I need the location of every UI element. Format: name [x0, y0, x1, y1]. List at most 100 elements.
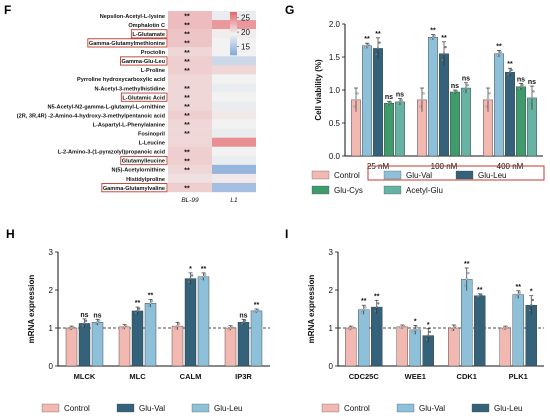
sample-point [177, 322, 181, 326]
highlight-box [120, 92, 168, 102]
sample-point [467, 271, 470, 275]
bar [384, 102, 394, 157]
colorbar-segment [230, 44, 237, 47]
sample-point [124, 324, 128, 327]
sample-point [415, 326, 419, 329]
heatmap-cell [212, 164, 256, 175]
sample-point [256, 308, 260, 312]
heatmap-cell [168, 65, 212, 75]
sample-point [465, 278, 468, 281]
bar [197, 276, 210, 367]
sample-point [519, 85, 523, 88]
bar [448, 327, 460, 367]
sample-point [480, 293, 483, 296]
panel-letter-f: F [4, 3, 11, 17]
sample-point [364, 46, 367, 49]
colorbar-segment [230, 29, 237, 31]
sample-point [419, 105, 422, 108]
significance-label: * [530, 289, 533, 296]
heatmap-cell [168, 20, 212, 30]
significance-label: ns [517, 76, 525, 83]
y-axis-title: mRNA expression [27, 275, 36, 344]
bar [358, 309, 370, 367]
heatmap-cell [212, 92, 256, 102]
sample-point [441, 59, 444, 62]
heatmap-significance: ** [184, 68, 190, 75]
heatmap-row-label: L-Aspartyl-L-Phenylalanine [93, 122, 165, 128]
y-tick-label: 1.0 [329, 86, 341, 95]
sample-point [230, 325, 234, 328]
heatmap-cell [168, 29, 212, 39]
colorbar-segment [230, 14, 237, 17]
heatmap-cell [168, 173, 212, 184]
heatmap-row-label: N-Acetyl-3-methylhistidine [94, 86, 165, 92]
legend-swatch [455, 170, 474, 180]
heatmap-row-label: L-2-Amino-3-(1-pyrazolyl)propanoic acid [58, 150, 166, 156]
colorbar-segment [230, 16, 237, 19]
heatmap-cell [168, 110, 212, 120]
sample-point [81, 324, 85, 328]
sample-point [401, 325, 404, 329]
bar [461, 87, 471, 157]
colorbar-segment [230, 46, 237, 49]
significance-label: ** [441, 35, 447, 42]
sample-point [463, 89, 466, 93]
x-tick-label: CALM [180, 372, 202, 381]
heatmap-cell [168, 137, 212, 147]
heatmap-cell [212, 56, 256, 66]
sample-point [464, 86, 468, 90]
colorbar-tick-label: 15 [241, 42, 250, 51]
heatmap-significance: ** [184, 32, 190, 39]
heatmap-cell [168, 92, 212, 102]
bar [428, 37, 438, 157]
sample-point [83, 322, 86, 325]
sample-point [149, 302, 152, 305]
sample-point [354, 98, 358, 102]
legend-swatch [383, 185, 402, 195]
heatmap-cell [212, 182, 256, 193]
heatmap-row-label: L-Leucine [139, 141, 165, 147]
sample-point [386, 103, 389, 106]
heatmap-cell [212, 146, 256, 156]
significance-label: ns [451, 83, 459, 90]
significance-label: ** [148, 293, 154, 300]
legend-label: Glu-Val [406, 171, 432, 180]
heatmap-row-label: Glutamylleucine [122, 159, 165, 165]
sample-point [229, 326, 232, 330]
sample-point [478, 294, 481, 297]
heatmap-cell [168, 11, 212, 21]
heatmap-cell [212, 119, 256, 129]
sample-point [427, 334, 430, 337]
sample-point [375, 305, 378, 309]
colorbar-segment [230, 19, 237, 21]
heatmap-cell [168, 128, 212, 138]
sample-point [485, 105, 488, 108]
significance-label: ** [507, 61, 513, 68]
sample-point [454, 325, 457, 328]
y-axis-title: mRNA expression [307, 275, 316, 344]
sample-point [515, 295, 518, 298]
heatmap-cell [212, 101, 256, 111]
heatmap-cell [168, 155, 212, 166]
legend-label: Glu-Val [419, 404, 445, 413]
colorbar-segment [230, 37, 237, 40]
heatmap-cell [168, 83, 212, 93]
heatmap-row-label: Nepsilon-Acetyl-L-lysine [100, 14, 165, 20]
bar [516, 86, 526, 157]
heatmap-significance: ** [184, 104, 190, 111]
significance-label: * [414, 318, 417, 325]
heatmap-cell [168, 164, 212, 175]
sample-point [174, 327, 178, 330]
legend-label: Glu-Leu [494, 404, 522, 413]
bar [371, 306, 383, 367]
panel-letter-g: G [285, 3, 294, 17]
sample-point [121, 326, 125, 330]
highlight-box [101, 183, 168, 193]
heatmap-row-label: N5-Acetyl-N2-gamma-L-glutamyl-L-ornithin… [48, 104, 165, 110]
heatmap-cell [168, 56, 212, 66]
sample-point [97, 319, 101, 322]
sample-point [375, 53, 378, 56]
heatmap-cell [212, 137, 256, 147]
heatmap-significance: ** [184, 50, 190, 57]
